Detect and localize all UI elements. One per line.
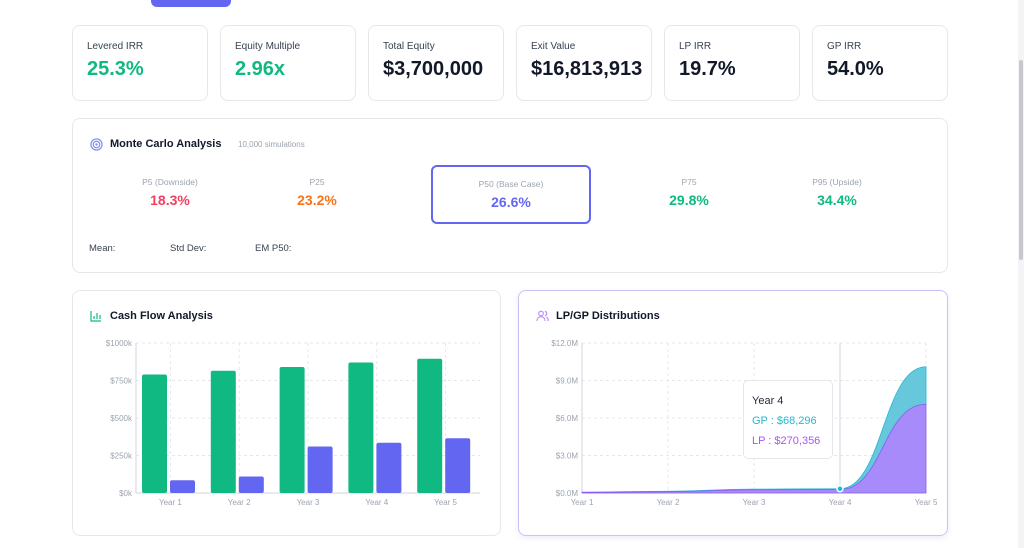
simulation-count: 10,000 simulations (238, 140, 305, 149)
bar-year-1-s0 (142, 374, 167, 493)
kpi-label: Total Equity (383, 41, 435, 52)
percentile-label: P95 (Upside) (812, 177, 862, 187)
kpi-card: Equity Multiple 2.96x (220, 25, 356, 101)
x-tick-label: Year 1 (159, 498, 182, 507)
x-tick-label: Year 5 (915, 498, 938, 507)
kpi-label: GP IRR (827, 41, 862, 52)
kpi-value: $16,813,913 (531, 58, 643, 80)
percentile-p25[interactable]: P25 23.2% (237, 177, 397, 208)
x-tick-label: Year 5 (434, 498, 457, 507)
bar-year-4-s0 (348, 362, 374, 493)
y-tick-label: $0.0M (556, 489, 579, 498)
percentile-p50[interactable]: P50 (Base Case) 26.6% (431, 165, 591, 224)
y-tick-label: $6.0M (556, 414, 579, 423)
active-point (836, 485, 844, 493)
cash-flow-chart: $0k $250k $500k $750k $1000k Year 1 Year 2 Year… (106, 339, 480, 507)
monte-carlo-card: Monte Carlo Analysis 10,000 simulations … (72, 118, 948, 273)
percentile-label: P75 (681, 177, 697, 187)
distributions-card (518, 290, 948, 536)
chart-tooltip: Year 4 GP : $68,296 LP : $270,356 (743, 380, 833, 459)
kpi-value: 2.96x (235, 58, 286, 80)
bar-chart-icon (90, 311, 101, 322)
percentile-label: P25 (309, 177, 325, 187)
percentile-label: P5 (Downside) (142, 177, 198, 187)
y-tick-label: $500k (110, 414, 133, 423)
lp-area (581, 403, 927, 494)
percentile-value: 18.3% (150, 192, 190, 208)
kpi-value: $3,700,000 (383, 58, 484, 80)
users-icon (536, 310, 549, 322)
x-tick-label: Year 2 (657, 498, 680, 507)
bar-year-5-s0 (417, 358, 443, 493)
y-tick-label: $750k (110, 377, 133, 386)
bar-year-1-s1 (170, 480, 195, 493)
y-tick-label: $12.0M (551, 339, 578, 348)
percentile-value: 34.4% (817, 192, 857, 208)
percentile-p75[interactable]: P75 29.8% (609, 177, 769, 208)
x-tick-label: Year 2 (228, 498, 251, 507)
percentile-label: P50 (Base Case) (478, 179, 544, 189)
tooltip-lp: LP : $270,356 (752, 435, 821, 447)
bar-year-3-s1 (307, 446, 333, 493)
y-tick-label: $1000k (106, 339, 133, 348)
kpi-label: Levered IRR (87, 41, 144, 52)
std-dev-label: Std Dev: (170, 243, 207, 254)
percentile-value: 26.6% (491, 194, 531, 210)
distributions-title: LP/GP Distributions (556, 310, 660, 322)
distributions-chart: $0.0M $3.0M $6.0M $9.0M $12.0M Year 1 Year 2 Ye… (551, 339, 938, 507)
bar-year-2-s1 (238, 476, 264, 493)
x-tick-label: Year 3 (297, 498, 320, 507)
kpi-card: GP IRR 54.0% (812, 25, 948, 101)
scrollbar[interactable] (1018, 0, 1024, 548)
percentile-value: 23.2% (297, 192, 337, 208)
mean-label: Mean: (89, 243, 116, 254)
kpi-card: Total Equity $3,700,000 (368, 25, 504, 101)
em-p50-label: EM P50: (255, 243, 292, 254)
cash-flow-title: Cash Flow Analysis (110, 310, 213, 322)
target-icon (90, 138, 103, 151)
kpi-label: Equity Multiple (235, 41, 301, 52)
percentile-p5[interactable]: P5 (Downside) 18.3% (90, 177, 250, 208)
kpi-card: LP IRR 19.7% (664, 25, 800, 101)
kpi-card: Exit Value $16,813,913 (516, 25, 652, 101)
monte-carlo-title: Monte Carlo Analysis (110, 138, 222, 150)
y-tick-label: $3.0M (556, 452, 579, 461)
kpi-value: 19.7% (679, 58, 736, 80)
percentile-p95[interactable]: P95 (Upside) 34.4% (757, 177, 917, 208)
kpi-label: LP IRR (679, 41, 712, 52)
bar-year-3-s0 (279, 367, 305, 493)
active-tab-indicator[interactable] (151, 0, 231, 7)
percentile-value: 29.8% (669, 192, 709, 208)
x-tick-label: Year 4 (829, 498, 852, 507)
bar-year-4-s1 (376, 442, 402, 493)
y-tick-label: $0k (119, 489, 133, 498)
bar-year-2-s0 (210, 370, 236, 493)
x-tick-label: Year 1 (571, 498, 594, 507)
tooltip-gp: GP : $68,296 (752, 415, 817, 427)
y-tick-label: $250k (110, 452, 133, 461)
tooltip-title: Year 4 (752, 395, 784, 407)
x-tick-label: Year 3 (743, 498, 766, 507)
kpi-label: Exit Value (531, 41, 576, 52)
bar-year-5-s1 (445, 438, 471, 493)
x-tick-label: Year 4 (365, 498, 388, 507)
kpi-value: 54.0% (827, 58, 884, 80)
kpi-value: 25.3% (87, 58, 144, 80)
y-tick-label: $9.0M (556, 377, 579, 386)
kpi-card: Levered IRR 25.3% (72, 25, 208, 101)
